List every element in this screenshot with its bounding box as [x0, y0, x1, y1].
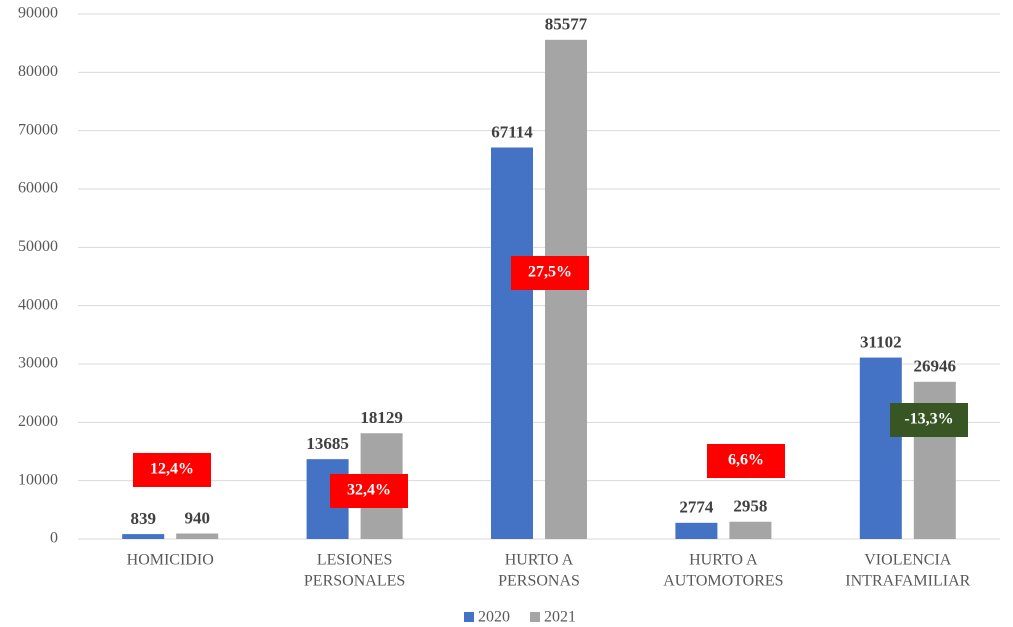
y-tick-label: 20000 — [18, 413, 58, 430]
bar — [176, 533, 219, 539]
x-tick-label: HURTO A — [505, 552, 574, 569]
data-label: 31102 — [860, 332, 902, 351]
y-tick-label: 90000 — [18, 5, 58, 22]
legend-label: 2021 — [544, 609, 576, 626]
x-tick-label: LESIONES — [317, 552, 393, 569]
annotation-box — [511, 256, 589, 290]
legend-label: 2020 — [478, 609, 510, 626]
x-tick-label: PERSONALES — [304, 573, 405, 590]
annotation-box — [707, 444, 785, 478]
x-tick-label: INTRAFAMILIAR — [845, 573, 970, 590]
data-label: 26946 — [914, 357, 957, 376]
bar — [859, 357, 902, 539]
bar — [491, 147, 533, 540]
data-label: 839 — [130, 509, 156, 528]
y-tick-label: 60000 — [18, 180, 58, 197]
annotation-box — [330, 474, 408, 508]
x-tick-label: HOMICIDIO — [127, 552, 214, 569]
annotation: 12,4% — [150, 461, 194, 478]
annotation: 6,6% — [728, 452, 764, 469]
data-label: 67114 — [491, 122, 533, 141]
data-label: 940 — [184, 508, 210, 527]
data-label: 2774 — [679, 498, 714, 517]
x-tick-label: VIOLENCIA — [864, 552, 952, 569]
data-label: 85577 — [545, 15, 588, 34]
data-label: 2958 — [733, 497, 767, 516]
y-tick-label: 0 — [50, 530, 58, 547]
y-tick-label: 10000 — [18, 471, 58, 488]
annotation: 27,5% — [528, 264, 572, 281]
bar — [122, 534, 165, 539]
y-tick-label: 70000 — [18, 121, 58, 138]
data-label: 18129 — [360, 408, 403, 427]
bar — [675, 522, 718, 539]
annotation: -13,3% — [904, 411, 953, 428]
data-label: 13685 — [306, 434, 349, 453]
x-tick-label: AUTOMOTORES — [663, 573, 783, 590]
y-tick-label: 80000 — [18, 63, 58, 80]
annotation-box — [133, 453, 211, 487]
legend-swatch — [530, 612, 540, 622]
x-tick-label: HURTO A — [689, 552, 758, 569]
y-tick-label: 40000 — [18, 296, 58, 313]
y-tick-label: 50000 — [18, 238, 58, 255]
bar — [729, 521, 772, 539]
legend-swatch — [464, 612, 474, 622]
y-tick-label: 30000 — [18, 355, 58, 372]
annotation-box — [890, 403, 968, 437]
annotation: 32,4% — [347, 482, 391, 499]
x-tick-label: PERSONAS — [498, 573, 580, 590]
